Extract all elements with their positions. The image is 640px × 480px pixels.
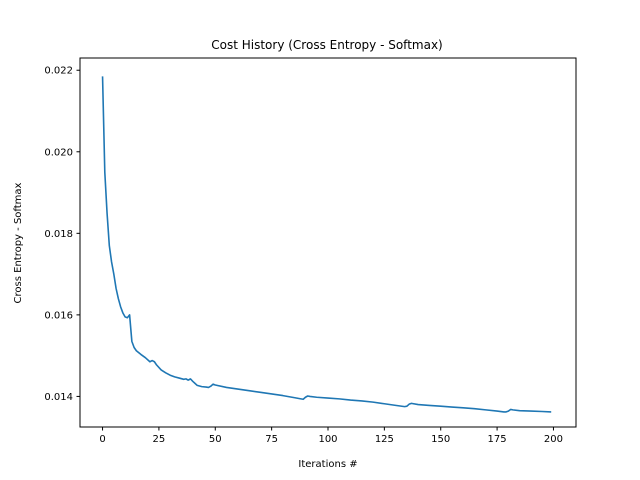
x-tick-label: 125: [375, 434, 394, 445]
y-tick-label: 0.014: [44, 392, 73, 403]
series-layer: [101, 76, 552, 413]
y-tick-label: 0.020: [44, 147, 73, 158]
x-tick-label: 175: [488, 434, 507, 445]
y-tick-label: 0.018: [44, 229, 73, 240]
y-tick-label: 0.022: [44, 66, 73, 77]
x-tick-label: 25: [153, 434, 166, 445]
x-tick-label: 100: [318, 434, 337, 445]
plot-frame: [79, 57, 577, 428]
x-axis-label: Iterations #: [298, 459, 357, 470]
x-tick-label: 0: [99, 434, 105, 445]
y-tick-label: 0.016: [44, 310, 73, 321]
y-axis-label: Cross Entropy - Softmax: [13, 182, 24, 303]
chart-title: Cost History (Cross Entropy - Softmax): [211, 38, 442, 52]
x-axis: 0 25 50 75 100 125 150 175 200: [99, 427, 563, 445]
x-tick-label: 50: [209, 434, 222, 445]
x-tick-label: 150: [431, 434, 450, 445]
x-tick-label: 200: [544, 434, 563, 445]
x-tick-label: 75: [265, 434, 278, 445]
y-axis: 0.014 0.016 0.018 0.020 0.022: [44, 66, 80, 403]
cost-series-line: [101, 76, 552, 413]
